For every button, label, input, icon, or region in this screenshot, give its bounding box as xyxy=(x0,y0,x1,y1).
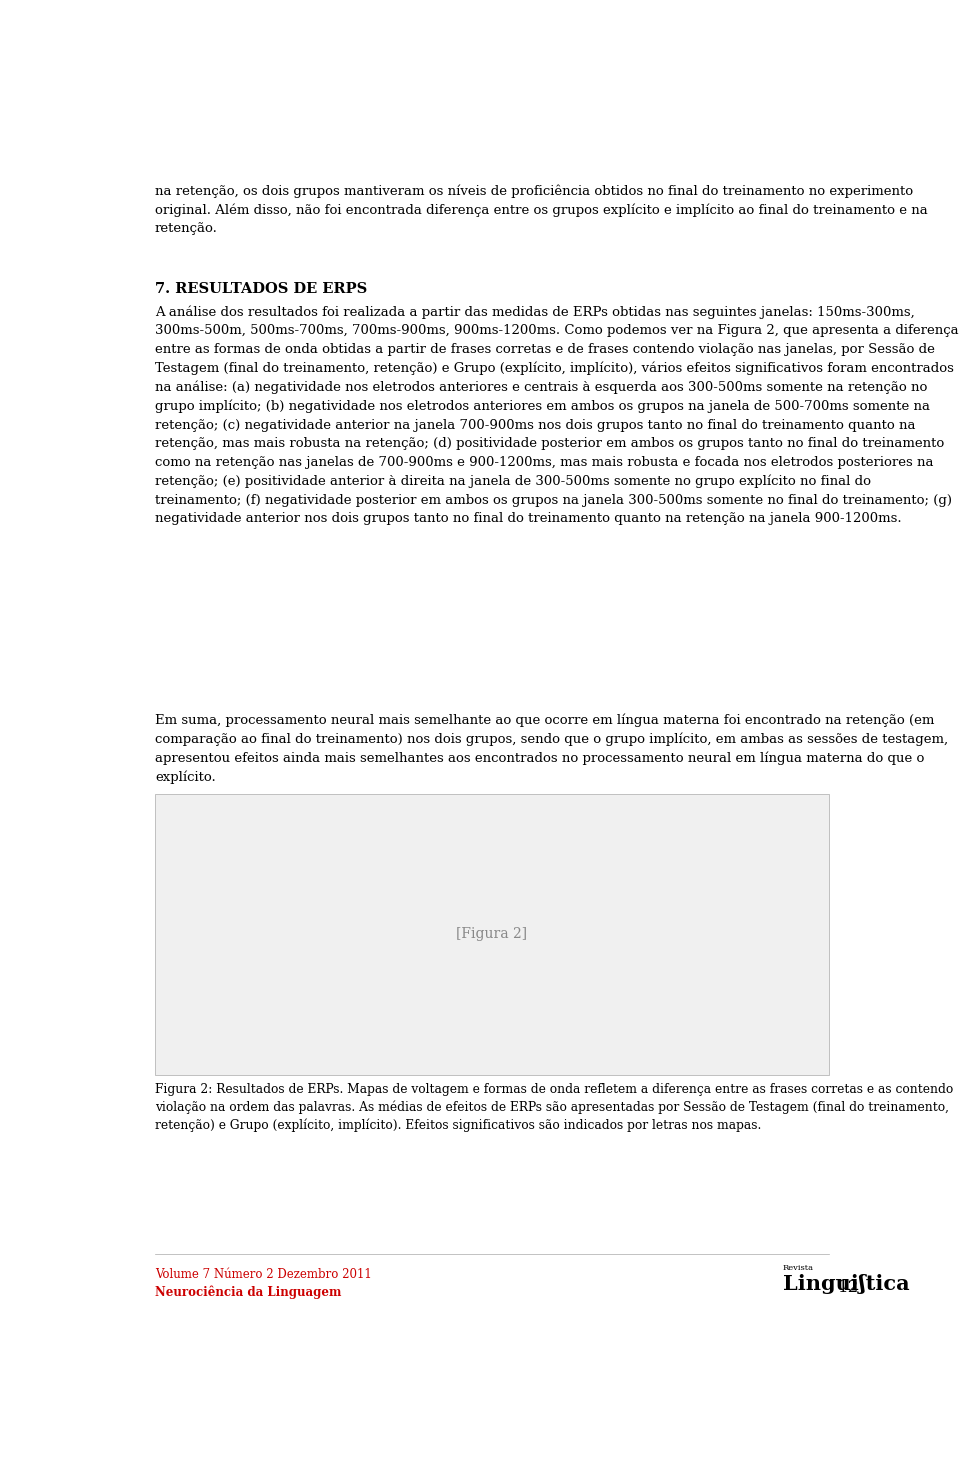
Bar xyxy=(155,793,829,1075)
Text: Figura 2: Resultados de ERPs. Mapas de voltagem e formas de onda refletem a dife: Figura 2: Resultados de ERPs. Mapas de v… xyxy=(155,1083,953,1132)
Text: Revista: Revista xyxy=(783,1264,814,1271)
Text: 7. RESULTADOS DE ERPS: 7. RESULTADOS DE ERPS xyxy=(155,282,367,297)
Text: A análise dos resultados foi realizada a partir das medidas de ERPs obtidas nas : A análise dos resultados foi realizada a… xyxy=(155,305,958,525)
Text: 12: 12 xyxy=(838,1278,859,1296)
Text: Volume 7 Número 2 Dezembro 2011: Volume 7 Número 2 Dezembro 2011 xyxy=(155,1268,372,1280)
Text: na retenção, os dois grupos mantiveram os níveis de proficiência obtidos no fina: na retenção, os dois grupos mantiveram o… xyxy=(155,184,927,236)
Text: Linguiʃtica: Linguiʃtica xyxy=(783,1274,910,1293)
Text: Em suma, processamento neural mais semelhante ao que ocorre em língua materna fo: Em suma, processamento neural mais semel… xyxy=(155,713,948,785)
Text: [Figura 2]: [Figura 2] xyxy=(456,927,528,942)
Text: Neurociência da Linguagem: Neurociência da Linguagem xyxy=(155,1286,341,1299)
